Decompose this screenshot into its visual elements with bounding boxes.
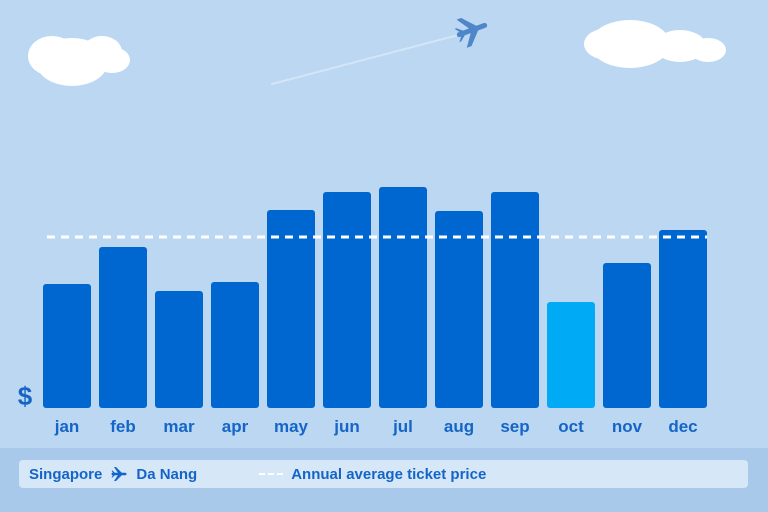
average-line-swatch (259, 473, 284, 475)
bar-dec (659, 230, 707, 408)
bars (43, 187, 707, 408)
tick-label-nov: nov (612, 417, 643, 436)
legend-average: Annual average ticket price (259, 466, 486, 483)
bar-apr (211, 282, 259, 408)
bar-jun (323, 192, 371, 408)
legend-origin: Singapore (29, 465, 103, 483)
cloud-right-icon (584, 20, 726, 68)
bar-oct (547, 302, 595, 408)
bar-nov (603, 263, 651, 408)
tick-label-jul: jul (392, 417, 413, 436)
tick-label-oct: oct (558, 417, 584, 436)
tick-label-mar: mar (163, 417, 195, 436)
y-axis-dollar-label: $ (18, 381, 33, 411)
legend-average-label: Annual average ticket price (291, 465, 487, 483)
tick-label-aug: aug (444, 417, 474, 436)
bar-feb (99, 247, 147, 408)
tick-label-dec: dec (668, 417, 697, 436)
tick-label-jun: jun (333, 417, 360, 436)
tick-label-may: may (274, 417, 309, 436)
legend-destination: Da Nang (136, 465, 198, 483)
bar-sep (491, 192, 539, 408)
bar-mar (155, 291, 203, 408)
legend-route: Singapore Da Nang (29, 466, 197, 483)
airplane-icon (454, 17, 488, 48)
contrail (271, 33, 463, 85)
tick-label-jan: jan (54, 417, 80, 436)
bar-jan (43, 284, 91, 408)
legend: Singapore Da Nang Annual average ticket … (19, 460, 748, 488)
bar-may (267, 210, 315, 408)
tick-label-sep: sep (500, 417, 529, 436)
bar-jul (379, 187, 427, 408)
bar-aug (435, 211, 483, 408)
airplane-icon (111, 467, 127, 481)
tick-label-feb: feb (110, 417, 136, 436)
tick-label-apr: apr (222, 417, 249, 436)
x-tick-labels: jan feb mar apr may jun jul aug sep oct nov dec (54, 417, 698, 436)
cloud-left-icon (28, 36, 130, 86)
